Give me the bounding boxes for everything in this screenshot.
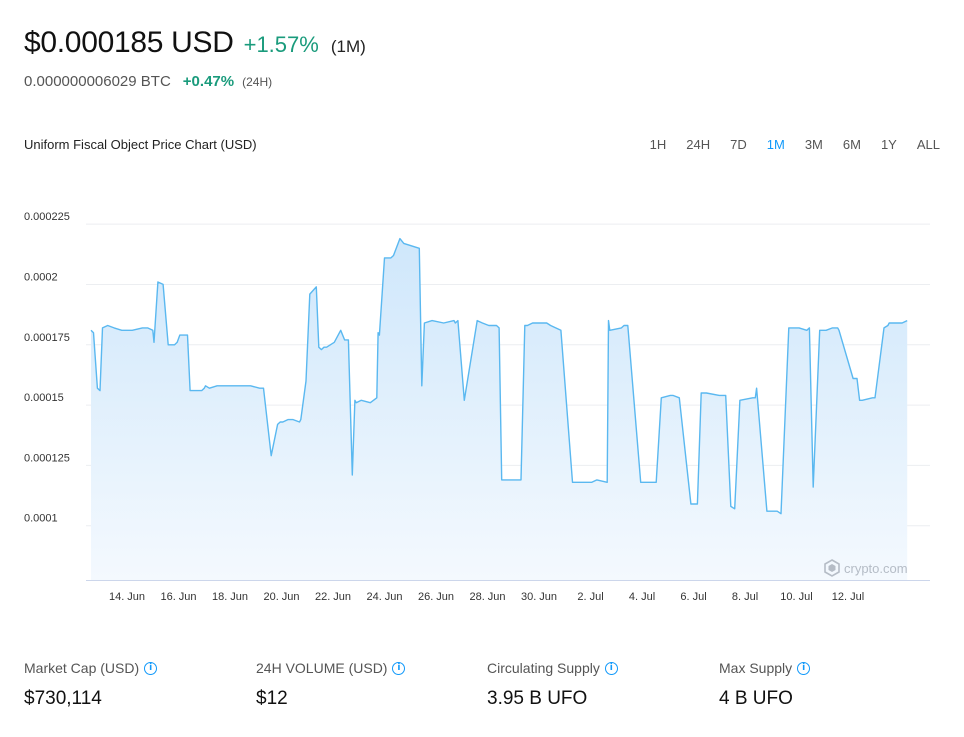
range-7d-button[interactable]: 7D [730, 137, 747, 152]
max-supply-value: 4 B UFO [719, 688, 793, 709]
x-tick-label: 8. Jul [732, 591, 758, 603]
circulating-supply-value: 3.95 B UFO [487, 688, 588, 709]
range-24h-button[interactable]: 24H [686, 137, 711, 152]
y-tick-label: 0.000225 [24, 211, 70, 223]
volume-label: 24H VOLUME (USD) [256, 660, 388, 676]
market-cap-label: Market Cap (USD) [24, 660, 140, 676]
x-tick-label: 16. Jun [160, 591, 196, 603]
btc-price-row: 0.000000006029 BTC +0.47% (24H) [24, 73, 272, 90]
market-cap-value: $730,114 [24, 688, 102, 709]
x-tick-label: 30. Jun [521, 591, 557, 603]
x-axis: 14. Jun 16. Jun 18. Jun 20. Jun 22. Jun 24. J… [86, 580, 930, 603]
volume-stat: 24H VOLUME (USD) i $12 [256, 660, 406, 710]
x-tick-label: 28. Jun [469, 591, 505, 603]
y-tick-label: 0.000125 [24, 452, 70, 464]
circulating-supply-label: Circulating Supply [487, 660, 600, 676]
price-header: $0.000185 USD +1.57% (1M) [24, 26, 366, 60]
range-1m-button[interactable]: 1M [766, 137, 785, 152]
y-tick-label: 0.0002 [24, 271, 58, 283]
price-area-fill [91, 238, 908, 580]
range-1h-button[interactable]: 1H [649, 137, 667, 152]
btc-change-period: (24H) [242, 75, 273, 89]
x-tick-label: 12. Jul [832, 591, 864, 603]
watermark-text: crypto.com [844, 560, 908, 576]
range-all-button[interactable]: ALL [916, 137, 940, 152]
info-icon[interactable]: i [144, 661, 158, 675]
x-tick-label: 20. Jun [263, 591, 299, 603]
price-series-line [90, 237, 908, 515]
x-tick-label: 2. Jul [577, 591, 603, 603]
btc-price-change: +0.47% [182, 73, 235, 90]
max-supply-label-row: Max Supply i [719, 660, 811, 676]
info-icon[interactable]: i [604, 661, 618, 675]
max-supply-label: Max Supply [719, 660, 793, 676]
x-tick-label: 6. Jul [680, 591, 706, 603]
crypto-com-logo-icon [824, 559, 840, 577]
y-tick-label: 0.000175 [24, 332, 70, 344]
y-tick-label: 0.0001 [24, 513, 58, 525]
crypto-com-watermark: crypto.com [824, 559, 908, 577]
price-area-chart[interactable]: 0.0001 0.000125 0.00015 0.000175 0.0002 0.000… [0, 200, 964, 610]
x-tick-label: 18. Jun [212, 591, 248, 603]
max-supply-stat: Max Supply i 4 B UFO [719, 660, 811, 710]
range-3m-button[interactable]: 3M [804, 137, 823, 152]
volume-label-row: 24H VOLUME (USD) i [256, 660, 406, 676]
market-cap-label-row: Market Cap (USD) i [24, 660, 158, 676]
btc-price: 0.000000006029 BTC [24, 73, 171, 90]
usd-price: $0.000185 USD [24, 26, 234, 59]
usd-change-period: (1M) [330, 37, 366, 56]
x-tick-label: 4. Jul [629, 591, 655, 603]
volume-value: $12 [256, 688, 288, 709]
circulating-supply-stat: Circulating Supply i 3.95 B UFO [487, 660, 618, 710]
x-tick-label: 24. Jun [366, 591, 402, 603]
market-cap-stat: Market Cap (USD) i $730,114 [24, 660, 158, 710]
usd-price-change: +1.57% [243, 32, 319, 57]
x-tick-label: 26. Jun [418, 591, 454, 603]
chart-title: Uniform Fiscal Object Price Chart (USD) [24, 137, 257, 152]
info-icon[interactable]: i [797, 661, 811, 675]
y-tick-label: 0.00015 [24, 392, 64, 404]
circulating-supply-label-row: Circulating Supply i [487, 660, 618, 676]
x-tick-label: 10. Jul [780, 591, 812, 603]
chart-area [90, 237, 908, 580]
time-range-selector: 1H 24H 7D 1M 3M 6M 1Y ALL [630, 137, 940, 152]
range-1y-button[interactable]: 1Y [880, 137, 897, 152]
range-6m-button[interactable]: 6M [842, 137, 861, 152]
y-axis-labels: 0.0001 0.000125 0.00015 0.000175 0.0002 0.000… [24, 211, 70, 525]
x-tick-label: 14. Jun [109, 591, 145, 603]
x-tick-label: 22. Jun [315, 591, 351, 603]
info-icon[interactable]: i [392, 661, 406, 675]
